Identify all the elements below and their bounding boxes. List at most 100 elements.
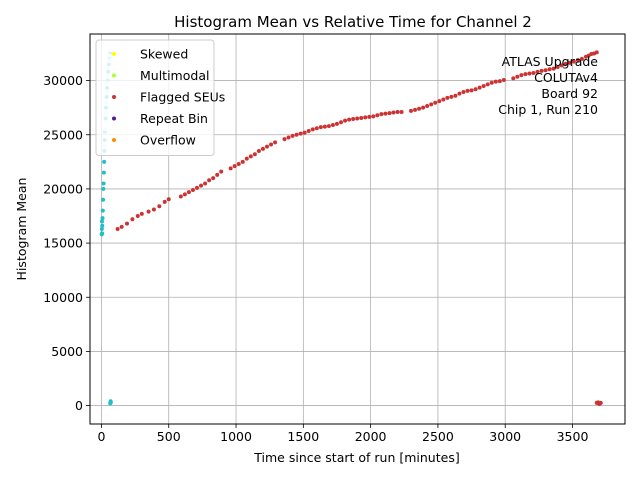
data-point-series-0 <box>219 169 224 174</box>
data-point-series-0 <box>477 85 482 90</box>
annotation-line: Chip 1, Run 210 <box>498 102 598 117</box>
data-point-series-0 <box>441 97 446 102</box>
legend-entry: Flagged SEUs <box>140 90 225 105</box>
legend: Skewed Multimodal Flagged SEUs Repeat Bin Ov… <box>95 39 225 156</box>
annotation-line: COLUTAv4 <box>534 70 598 85</box>
data-point-series-0 <box>461 89 466 94</box>
data-point-series-0 <box>383 111 388 116</box>
axis-ticks: 0 500 1000 1500 2000 2500 3000 3500 0 5000 10000 15… <box>43 73 588 444</box>
data-point-series-1 <box>101 170 106 175</box>
data-point-series-1 <box>101 186 106 191</box>
data-point-series-0 <box>282 137 287 142</box>
data-point-series-0 <box>465 88 470 93</box>
y-tick-label: 10000 <box>43 290 83 305</box>
x-tick-label: 1000 <box>220 429 252 444</box>
legend-entry: Repeat Bin <box>140 111 208 126</box>
data-point-series-0 <box>186 190 191 195</box>
data-point-series-0 <box>228 166 233 171</box>
data-point-series-0 <box>190 188 195 192</box>
data-point-series-0 <box>290 133 295 138</box>
data-point-series-0 <box>182 192 187 197</box>
data-point-series-0 <box>445 95 450 100</box>
data-point-series-0 <box>531 71 536 75</box>
data-point-series-0 <box>437 99 442 104</box>
data-point-series-0 <box>269 142 274 147</box>
data-point-series-0 <box>501 78 506 83</box>
data-point-series-0 <box>367 114 372 119</box>
data-point-series-0 <box>571 59 576 64</box>
data-point-series-0 <box>139 211 144 216</box>
x-tick-label: 2000 <box>355 429 387 444</box>
data-point-series-0 <box>302 130 307 135</box>
x-tick-label: 500 <box>157 429 181 444</box>
data-point-series-0 <box>260 146 265 151</box>
data-point-series-1 <box>99 219 104 224</box>
data-point-series-0 <box>273 140 278 145</box>
legend-marker <box>112 138 116 142</box>
data-point-series-0 <box>579 56 584 61</box>
data-point-series-0 <box>551 66 556 71</box>
data-point-series-0 <box>527 71 532 76</box>
data-point-series-0 <box>535 69 540 74</box>
data-point-series-0 <box>379 112 384 117</box>
data-point-series-0 <box>409 108 413 113</box>
data-point-series-0 <box>391 110 396 115</box>
plot-frame <box>89 33 626 425</box>
data-point-series-0 <box>314 126 319 131</box>
x-tick-label: 2500 <box>422 429 454 444</box>
data-point-series-1 <box>100 208 105 213</box>
data-point-series-0 <box>575 58 580 62</box>
data-point-series-0 <box>519 73 524 78</box>
data-point-series-0 <box>130 217 135 222</box>
data-point-series-0 <box>244 156 249 161</box>
data-point-series-0 <box>351 117 356 122</box>
data-point-series-0 <box>481 84 486 88</box>
data-point-series-0 <box>252 152 257 157</box>
data-point-series-0 <box>318 125 323 130</box>
legend-entry: Overflow <box>140 133 196 148</box>
y-axis-label: Histogram Mean <box>14 178 29 281</box>
data-point-series-0 <box>567 60 572 65</box>
data-point-series-0 <box>387 111 392 116</box>
data-point-series-0 <box>248 154 253 159</box>
data-point-series-0 <box>199 183 204 188</box>
data-point-series-0 <box>162 199 167 204</box>
x-tick-label: 3500 <box>557 429 589 444</box>
data-point-series-1 <box>100 223 105 228</box>
data-point-series-0 <box>294 132 299 137</box>
y-tick-label: 5000 <box>51 344 83 359</box>
data-point-series-1 <box>101 197 106 202</box>
data-point-series-0 <box>489 80 494 85</box>
data-point-series-0 <box>286 135 291 140</box>
legend-entry: Multimodal <box>140 68 209 83</box>
legend-marker <box>112 95 116 99</box>
annotation-line: Board 92 <box>541 86 598 101</box>
data-point-series-0 <box>339 120 344 125</box>
data-point-series-0 <box>203 181 208 186</box>
data-point-series-0 <box>166 197 171 202</box>
data-point-series-0 <box>211 176 216 181</box>
data-point-series-0 <box>559 63 564 68</box>
data-point-series-0 <box>421 105 426 110</box>
data-point-series-0 <box>425 104 430 109</box>
data-point-series-0 <box>547 67 552 72</box>
annotation-line: ATLAS Upgrade <box>502 54 599 69</box>
data-point-series-0 <box>146 209 151 214</box>
data-point-series-0 <box>417 106 422 111</box>
data-point-series-0 <box>236 162 241 166</box>
data-point-series-1 <box>100 216 105 221</box>
data-point-series-0 <box>178 194 183 199</box>
data-points <box>99 50 603 406</box>
grid <box>90 34 625 424</box>
data-point-series-0 <box>523 72 528 77</box>
data-point-series-0 <box>115 227 120 231</box>
data-point-series-0 <box>359 115 364 120</box>
data-point-series-0 <box>399 110 404 114</box>
data-point-series-0 <box>207 178 212 183</box>
data-point-series-0 <box>497 79 502 84</box>
data-point-series-0 <box>469 88 474 93</box>
data-point-series-0 <box>334 121 339 126</box>
data-point-series-0 <box>330 123 335 127</box>
data-point-series-0 <box>232 164 237 169</box>
